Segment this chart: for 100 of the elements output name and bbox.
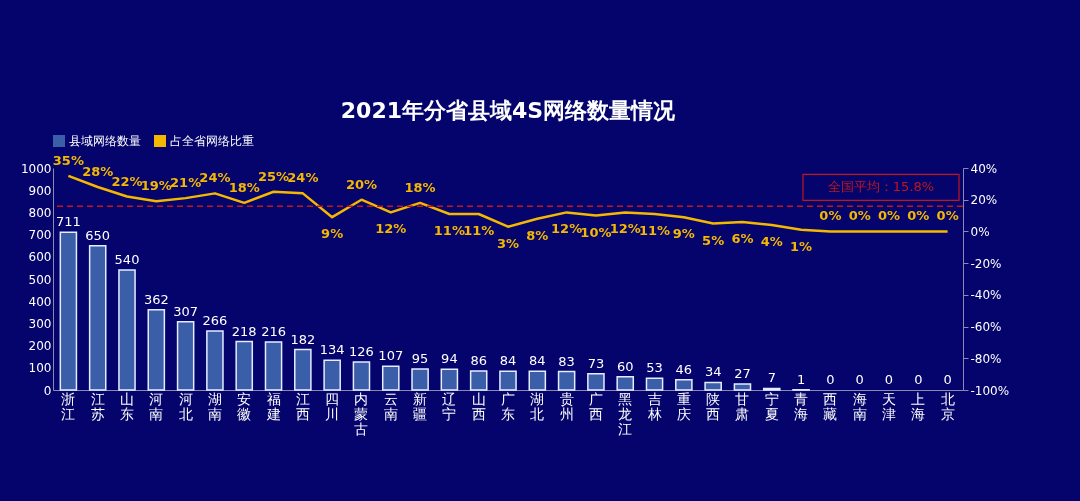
data-label: 3% [496,235,520,251]
bar [118,269,136,391]
bar [733,383,752,391]
x-tick-label: 吉林 [646,390,662,422]
x-tick-label: 青海 [794,390,809,422]
x-tick-label: 西藏 [823,390,838,422]
bar [704,381,722,391]
bar [352,361,371,391]
x-tick-label: 甘肃 [735,390,750,422]
bar [59,231,78,391]
x-tick-label: 黑龙江 [618,390,633,437]
data-label: 0% [848,208,871,224]
data-label: 73 [587,355,605,371]
y-tick-label: 0 [43,383,52,398]
data-label: 650 [85,227,111,243]
y2-tick-label: -40% [970,288,1002,303]
data-label: 0 [855,372,864,387]
bar [323,359,341,391]
y-tick-label: 500 [28,272,52,287]
x-tick-label: 浙江 [61,390,76,422]
x-tick-label: 江苏 [90,390,105,422]
data-label: 20% [345,176,378,192]
data-label: 711 [55,214,81,230]
x-tick-label: 北京 [940,390,955,422]
data-label: 218 [231,323,257,339]
bar [294,348,312,391]
data-label: 83 [558,353,575,369]
data-label: 27 [734,366,751,382]
chart-title: 2021年分省县域4S网络数量情况 [340,98,677,123]
data-label: 34 [704,364,722,380]
data-label: 5% [702,232,725,248]
x-tick-label: 海南 [852,390,867,422]
y2-tick-label: -100% [970,383,1010,398]
y-tick-label: 100 [28,361,52,376]
data-label: 0 [943,372,952,387]
data-label: 53 [646,360,663,376]
x-tick-label: 重庆 [676,390,691,422]
data-label: 266 [202,312,228,328]
x-tick-label: 云南 [383,390,398,422]
y2-tick-label: -20% [970,256,1002,271]
bar [176,321,195,391]
x-tick-label: 福建 [265,390,281,422]
data-label: 46 [675,361,693,377]
data-label: 182 [290,331,316,347]
data-label: 540 [114,252,140,268]
x-tick-label: 山东 [120,390,134,422]
x-tick-label: 新疆 [413,390,428,422]
bar [440,368,459,391]
x-tick-label: 贵州 [559,390,574,422]
y-tick-label: 800 [28,205,52,220]
bar [206,330,224,391]
data-label: 7 [767,370,776,386]
data-label: 4% [760,234,783,250]
bar [557,370,576,391]
x-tick-label: 山西 [471,390,486,422]
data-label: 0 [826,372,835,387]
y-tick-label: 200 [28,339,52,354]
x-tick-label: 四川 [325,390,340,422]
x-tick-label: 河北 [178,390,193,422]
y-tick-label: 400 [28,294,52,309]
y2-tick-label: 20% [970,193,998,208]
bar [645,377,664,391]
data-label: 95 [411,350,429,366]
bar [88,244,107,391]
data-label: 0 [884,372,894,387]
data-label: 1% [790,238,813,254]
y2-tick-label: 0% [970,224,990,239]
bar [235,340,254,391]
data-label: 1 [796,371,806,387]
data-label: 307 [173,303,199,319]
x-tick-label: 广东 [501,390,515,422]
data-label: 107 [378,348,404,364]
data-label: 60 [616,358,634,374]
data-label: 8% [526,227,549,243]
bar [264,341,283,391]
data-label: 11% [433,222,465,238]
data-label: 24% [287,170,319,186]
data-label: 86 [470,352,487,368]
x-tick-label: 陕西 [706,390,721,422]
data-label: 0 [914,372,923,387]
data-label: 0% [907,208,930,224]
legend-label: 县域网络数量 [69,134,141,148]
bar [528,370,547,391]
x-tick-label: 辽宁 [442,390,457,422]
x-tick-label: 内蒙古 [354,390,369,437]
data-label: 0% [936,208,959,224]
x-tick-label: 湖北 [530,390,545,422]
x-tick-label: 湖南 [207,390,222,422]
bar [499,370,517,391]
data-label: 216 [261,324,286,340]
bar [675,379,693,391]
x-tick-label: 天津 [882,390,896,422]
x-tick-label: 江西 [295,390,310,422]
data-label: 362 [143,291,169,307]
data-label: 6% [731,230,754,246]
data-label: 35% [52,152,84,168]
bar [147,308,166,391]
x-tick-label: 宁夏 [764,390,779,422]
bar [469,370,488,391]
y-tick-label: 1000 [20,161,52,176]
